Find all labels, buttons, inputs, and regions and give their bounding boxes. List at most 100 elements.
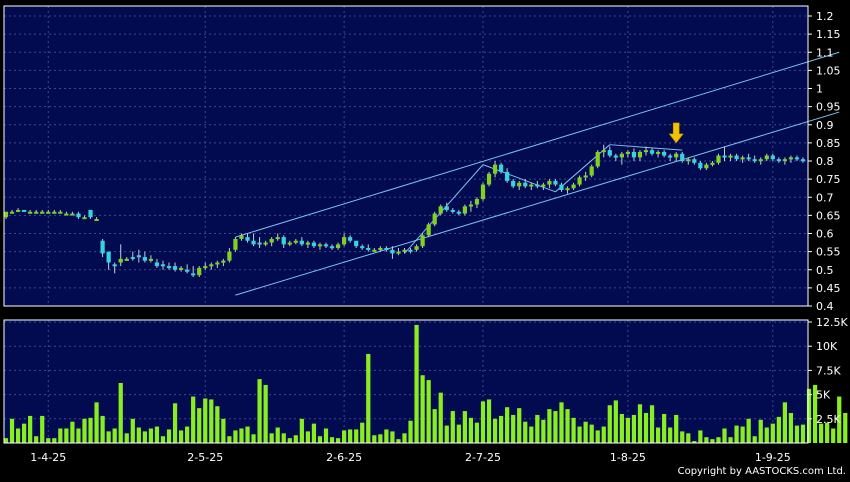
candle xyxy=(414,244,419,252)
candle-body xyxy=(517,182,522,187)
volume-bar xyxy=(160,436,166,443)
volume-bar xyxy=(76,428,81,443)
date-tick-label: 1-8-25 xyxy=(610,451,646,464)
volume-bar xyxy=(203,398,208,443)
volume-bar xyxy=(40,415,45,443)
candle xyxy=(378,246,383,252)
candle-body xyxy=(619,153,624,158)
candle xyxy=(456,209,461,216)
candle-body xyxy=(287,242,292,245)
volume-bar xyxy=(251,434,256,443)
candle-body xyxy=(185,269,190,272)
volume-bar xyxy=(782,402,787,443)
volume-bar xyxy=(698,430,703,443)
volume-bar xyxy=(287,438,292,443)
volume-bar xyxy=(191,396,196,443)
volume-bar xyxy=(571,417,576,443)
volume-bar xyxy=(728,437,733,443)
candle xyxy=(746,153,751,161)
candle xyxy=(130,251,135,261)
volume-bar xyxy=(565,409,570,443)
candle-body xyxy=(275,237,280,240)
candle xyxy=(535,180,540,189)
candle-body xyxy=(166,266,172,269)
volume-bar xyxy=(414,324,419,443)
candle-body xyxy=(263,242,268,245)
candle-body xyxy=(643,150,649,153)
candle xyxy=(408,248,413,254)
candle-body xyxy=(722,155,727,158)
volume-bar xyxy=(354,429,359,443)
candle xyxy=(154,258,160,268)
price-tick-label: 0.95 xyxy=(816,101,841,114)
price-tick-label: 0.55 xyxy=(816,246,841,259)
candle xyxy=(402,248,407,254)
candle xyxy=(52,209,57,214)
candle xyxy=(432,211,437,227)
volume-bar xyxy=(825,422,830,443)
volume-bar xyxy=(704,437,709,443)
candle-body xyxy=(788,157,794,160)
candle xyxy=(740,155,745,163)
candle xyxy=(15,208,21,212)
candle-body xyxy=(323,244,329,247)
volume-bar xyxy=(185,426,190,443)
candle xyxy=(106,251,111,270)
candle xyxy=(185,264,190,274)
candle-body xyxy=(462,206,467,214)
price-tick-label: 1.15 xyxy=(816,28,841,41)
candle xyxy=(239,233,244,241)
candle xyxy=(565,186,570,194)
volume-bar xyxy=(746,418,751,443)
candle-body xyxy=(559,184,564,190)
volume-tick-label: 10K xyxy=(816,340,838,353)
candle-body xyxy=(680,153,685,161)
volume-bar xyxy=(788,412,794,443)
candle-body xyxy=(613,155,618,158)
candle-body xyxy=(34,211,39,214)
candle-body xyxy=(106,251,111,263)
volume-bar xyxy=(583,421,588,443)
candle-body xyxy=(505,171,510,181)
candle-body xyxy=(486,173,492,185)
volume-bar xyxy=(94,402,99,443)
candle-body xyxy=(239,235,244,239)
volume-bar xyxy=(523,421,528,443)
volume-bar xyxy=(716,437,721,443)
price-tick-label: 0.5 xyxy=(816,264,834,277)
candle-body xyxy=(70,213,75,216)
volume-bar xyxy=(82,418,87,443)
candle xyxy=(46,209,51,214)
volume-bar xyxy=(843,412,848,443)
candle-body xyxy=(154,262,160,267)
candle xyxy=(203,262,208,270)
candle-body xyxy=(52,211,57,214)
candle-body xyxy=(698,162,703,169)
candle-body xyxy=(221,260,226,263)
candle-body xyxy=(571,184,576,189)
candle xyxy=(360,244,365,250)
volume-bar xyxy=(517,408,522,443)
candle xyxy=(698,161,703,171)
candle xyxy=(505,168,510,183)
candle xyxy=(450,208,455,214)
volume-bar xyxy=(269,433,274,443)
volume-bar xyxy=(209,399,214,443)
candle-body xyxy=(384,248,389,250)
candle xyxy=(209,262,214,270)
candle xyxy=(680,151,685,163)
copyright-notice: Copyright by AASTOCKS.com Ltd. xyxy=(678,466,846,477)
volume-bar xyxy=(486,399,492,443)
volume-bar xyxy=(812,384,818,443)
candle xyxy=(498,162,504,174)
volume-axis: 12.5K 10K 7.5K 5K 2.5K xyxy=(808,316,848,426)
candle-body xyxy=(444,206,449,210)
candle-body xyxy=(197,267,202,276)
volume-bar xyxy=(589,424,594,443)
candle-body xyxy=(734,155,739,160)
candle-body xyxy=(577,177,582,185)
candle-body xyxy=(124,258,129,261)
volume-bar xyxy=(172,403,178,443)
candle xyxy=(22,209,27,212)
candle-body xyxy=(251,240,256,245)
